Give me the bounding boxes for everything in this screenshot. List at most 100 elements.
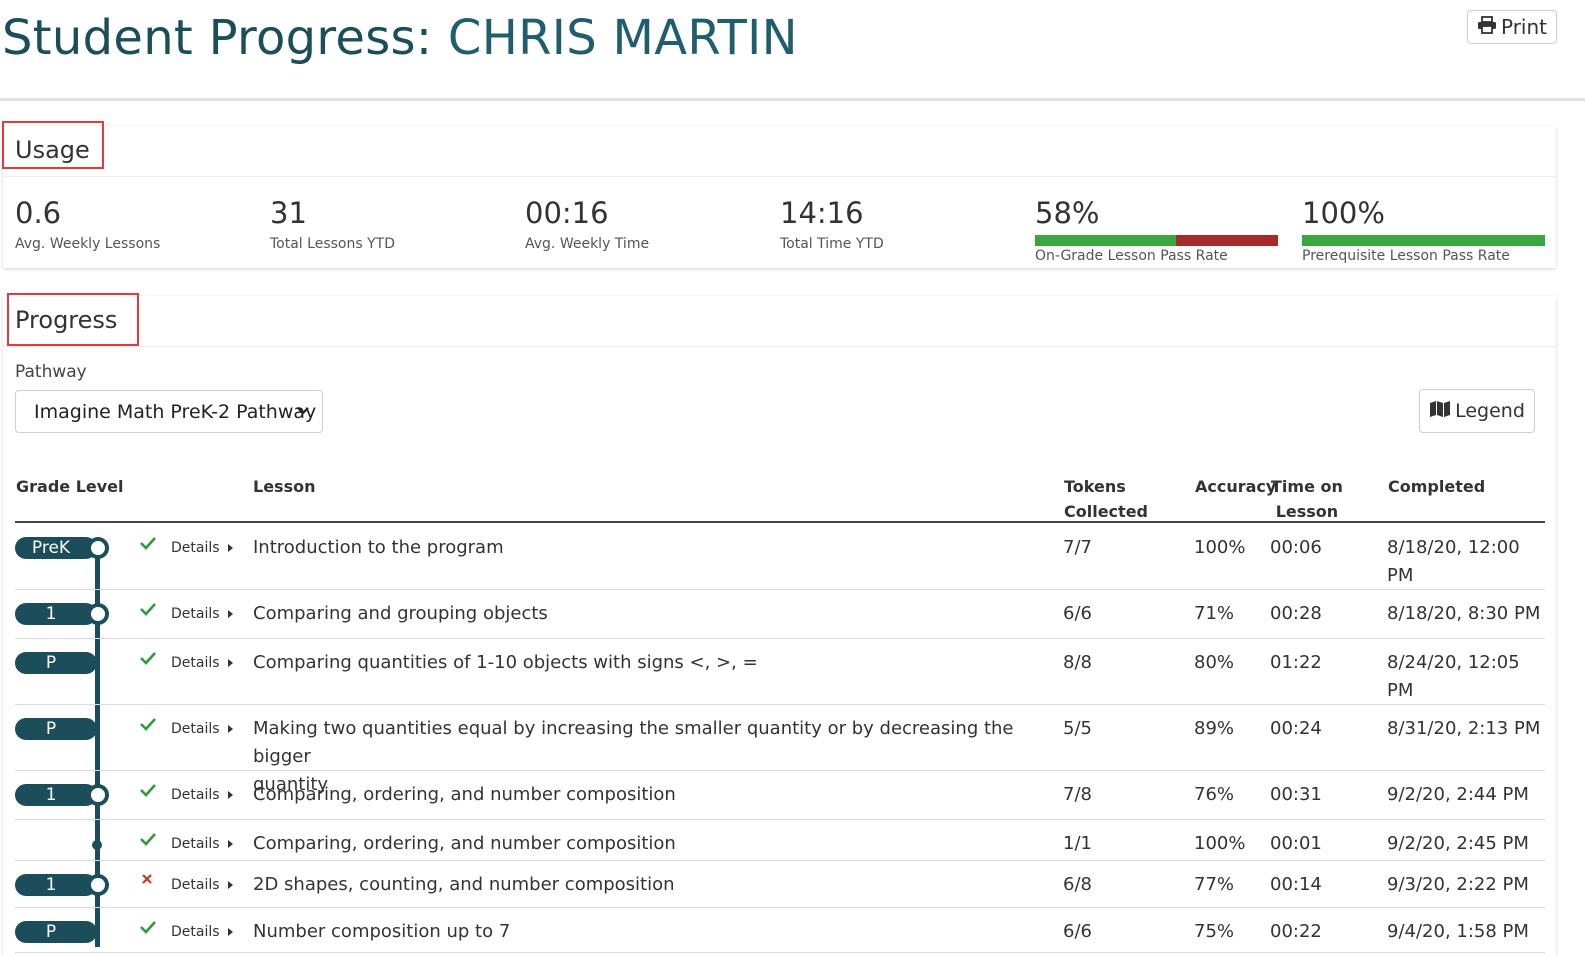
tokens-cell: 8/8 [1063, 652, 1092, 673]
details-label: Details [171, 655, 220, 671]
time-cell: 00:14 [1270, 874, 1322, 895]
metric-label: Avg. Weekly Lessons [15, 236, 161, 252]
time-cell: 00:01 [1270, 833, 1322, 854]
metric-value: 31 [270, 196, 307, 230]
progress-title: Progress [15, 306, 118, 334]
on-grade-pass-bar [1035, 235, 1278, 246]
col-grade-level: Grade Level [16, 477, 124, 496]
time-cell: 01:22 [1270, 652, 1322, 673]
grade-level-badge: 1 [15, 603, 97, 625]
details-label: Details [171, 877, 220, 893]
metric-label: Avg. Weekly Time [525, 236, 650, 252]
checkmark-icon [139, 716, 157, 737]
page-title: Student Progress: CHRIS MARTIN [2, 10, 798, 66]
accuracy-cell: 75% [1194, 921, 1235, 942]
details-toggle[interactable]: Details [171, 787, 233, 803]
tokens-cell: 5/5 [1063, 718, 1092, 739]
completed-cell: 8/24/20, 12:05 PM [1387, 649, 1520, 705]
col-lesson: Lesson [253, 477, 316, 496]
grade-level-badge: PreK [15, 537, 97, 559]
col-time-on-lesson: Time on Lesson [1271, 474, 1343, 524]
checkmark-icon [139, 535, 157, 556]
details-label: Details [171, 924, 220, 940]
lesson-cell: Comparing, ordering, and number composit… [253, 830, 1043, 858]
table-row: Details Making two quantities equal by in… [15, 704, 1545, 795]
completed-date-continued: PM [1387, 680, 1414, 701]
checkmark-icon [139, 601, 157, 622]
lesson-cell: Making two quantities equal by increasin… [253, 715, 1043, 799]
col-accuracy: Accuracy [1195, 477, 1277, 496]
tokens-cell: 6/6 [1063, 603, 1092, 624]
details-label: Details [171, 606, 220, 622]
metric-label: Prerequisite Lesson Pass Rate [1302, 248, 1510, 264]
details-toggle[interactable]: Details [171, 540, 233, 556]
pass-segment [1302, 235, 1545, 246]
lesson-title: Introduction to the program [253, 537, 504, 558]
metric-on-grade-pass-rate: 58% On-Grade Lesson Pass Rate [1035, 196, 1278, 264]
caret-right-icon [227, 610, 233, 618]
table-row: Details Comparing quantities of 1-10 obje… [15, 638, 1545, 705]
completed-cell: 9/4/20, 1:58 PM [1387, 918, 1529, 946]
accuracy-cell: 80% [1194, 652, 1235, 673]
details-toggle[interactable]: Details [171, 606, 233, 622]
lesson-title-continued: quantity [253, 774, 329, 795]
legend-label: Legend [1455, 400, 1525, 422]
time-cell: 00:24 [1270, 718, 1322, 739]
timeline-dot [92, 840, 102, 850]
metric-total-time-ytd: 14:16 Total Time YTD [780, 196, 884, 252]
details-toggle[interactable]: Details [171, 877, 233, 893]
usage-header: Usage [3, 126, 1556, 177]
accuracy-cell: 76% [1194, 784, 1235, 805]
usage-highlight-box [2, 121, 104, 169]
lesson-cell: Comparing and grouping objects [253, 600, 1043, 628]
col-time-line2: Lesson [1275, 502, 1339, 521]
completed-cell: 9/2/20, 2:45 PM [1387, 830, 1529, 858]
metric-label: On-Grade Lesson Pass Rate [1035, 248, 1228, 264]
caret-right-icon [227, 659, 233, 667]
completed-date: 8/31/20, 2:13 PM [1387, 718, 1541, 739]
timeline-node [87, 603, 109, 625]
legend-button[interactable]: Legend [1419, 389, 1535, 433]
details-toggle[interactable]: Details [171, 836, 233, 852]
completed-date: 9/2/20, 2:45 PM [1387, 833, 1529, 854]
lesson-title: Comparing and grouping objects [253, 603, 548, 624]
time-cell: 00:06 [1270, 537, 1322, 558]
completed-cell: 8/18/20, 12:00 PM [1387, 534, 1520, 590]
completed-cell: 9/3/20, 2:22 PM [1387, 871, 1529, 899]
fail-segment [1175, 235, 1278, 246]
tokens-cell: 6/8 [1063, 874, 1092, 895]
metric-value: 14:16 [780, 196, 864, 230]
details-label: Details [171, 787, 220, 803]
details-toggle[interactable]: Details [171, 655, 233, 671]
tokens-cell: 1/1 [1063, 833, 1092, 854]
map-icon [1429, 400, 1451, 423]
pathway-select[interactable]: Imagine Math PreK-2 Pathway [15, 390, 323, 433]
time-cell: 00:22 [1270, 921, 1322, 942]
table-row: Details Comparing and grouping objects 6/6… [15, 589, 1545, 639]
completed-date: 8/18/20, 8:30 PM [1387, 603, 1541, 624]
prerequisite-pass-bar [1302, 235, 1545, 246]
table-row: Details Introduction to the program 7/7 100… [15, 523, 1545, 590]
grade-level-badge: 1 [15, 874, 97, 896]
metric-total-lessons-ytd: 31 Total Lessons YTD [270, 196, 395, 252]
print-label: Print [1500, 15, 1547, 39]
details-toggle[interactable]: Details [171, 924, 233, 940]
completed-cell: 9/2/20, 2:44 PM [1387, 781, 1529, 809]
lesson-title: Comparing, ordering, and number composit… [253, 833, 676, 854]
caret-right-icon [227, 725, 233, 733]
metric-value: 00:16 [525, 196, 609, 230]
print-button[interactable]: Print [1467, 10, 1557, 44]
grade-level-badge: P [15, 921, 97, 943]
completed-cell: 8/31/20, 2:13 PM [1387, 715, 1540, 743]
metric-value: 100% [1302, 196, 1385, 230]
lesson-cell: Comparing quantities of 1-10 objects wit… [253, 649, 1043, 677]
tokens-cell: 6/6 [1063, 921, 1092, 942]
metric-label: Total Lessons YTD [270, 236, 395, 252]
progress-highlight-box [7, 293, 139, 346]
caret-right-icon [227, 840, 233, 848]
metric-avg-weekly-time: 00:16 Avg. Weekly Time [525, 196, 649, 252]
lesson-cell: 2D shapes, counting, and number composit… [253, 871, 1043, 899]
completed-date: 9/3/20, 2:22 PM [1387, 874, 1529, 895]
details-toggle[interactable]: Details [171, 721, 233, 737]
col-tokens-line2: Collected [1064, 502, 1148, 521]
